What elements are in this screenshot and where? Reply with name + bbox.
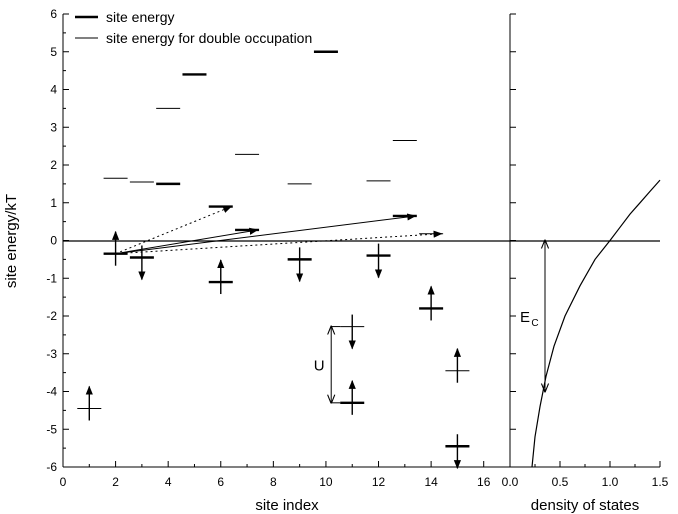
- legend-label-double-occupation: site energy for double occupation: [106, 30, 312, 46]
- y-tick-label: -1: [46, 271, 57, 285]
- hubbard-u-annotation: U: [314, 327, 341, 403]
- hop-arrow: [115, 213, 417, 255]
- y-tick-label: -4: [46, 385, 57, 399]
- x-tick-label: 8: [270, 475, 277, 489]
- y-tick-label: -5: [46, 422, 57, 436]
- y-tick-label: -6: [46, 460, 57, 474]
- x-tick-label: 0.5: [552, 475, 569, 489]
- right-x-axis-label: density of states: [531, 497, 639, 514]
- left-x-ticks: 0 2 4 6 8 10 12 14 16: [60, 461, 491, 489]
- x-tick-label: 4: [165, 475, 172, 489]
- energy-levels: [77, 50, 470, 448]
- y-tick-label: 3: [50, 120, 57, 134]
- x-tick-label: 2: [112, 475, 119, 489]
- hop-arrow: [115, 227, 259, 255]
- dos-curve: [531, 179, 661, 468]
- y-tick-label: 6: [50, 7, 57, 21]
- hop-arrows: [115, 206, 443, 255]
- y-tick-label: 0: [50, 234, 57, 248]
- right-x-ticks: 0.0 0.5 1.0 1.5: [502, 461, 669, 489]
- x-tick-label: 14: [424, 475, 438, 489]
- x-tick-label: 0: [60, 475, 67, 489]
- y-tick-label: 5: [50, 45, 57, 59]
- hop-arrow: [115, 206, 233, 255]
- x-tick-label: 16: [477, 475, 491, 489]
- right-y-ticks: [510, 13, 516, 468]
- y-tick-label: -2: [46, 309, 57, 323]
- hop-arrow: [115, 230, 443, 255]
- x-tick-label: 1.5: [652, 475, 669, 489]
- spin-arrows: [85, 230, 462, 470]
- left-x-axis-label: site index: [255, 497, 319, 514]
- ec-subscript: C: [531, 318, 538, 329]
- y-tick-label: -3: [46, 347, 57, 361]
- x-tick-label: 10: [319, 475, 333, 489]
- y-tick-label: 2: [50, 158, 57, 172]
- u-label: U: [314, 358, 325, 375]
- ec-label: E: [520, 309, 530, 326]
- x-tick-label: 6: [217, 475, 224, 489]
- y-tick-label: 4: [50, 83, 57, 97]
- x-tick-label: 0.0: [502, 475, 519, 489]
- legend: site energy site energy for double occup…: [75, 9, 312, 46]
- legend-label-site-energy: site energy: [106, 9, 174, 25]
- x-tick-label: 1.0: [602, 475, 619, 489]
- y-tick-label: 1: [50, 196, 57, 210]
- left-y-ticks: -6 -5 -4 -3 -2 -1 0 1 2 3 4 5 6: [46, 7, 69, 474]
- left-y-axis-label: site energy/kT: [3, 194, 20, 288]
- x-tick-label: 12: [372, 475, 386, 489]
